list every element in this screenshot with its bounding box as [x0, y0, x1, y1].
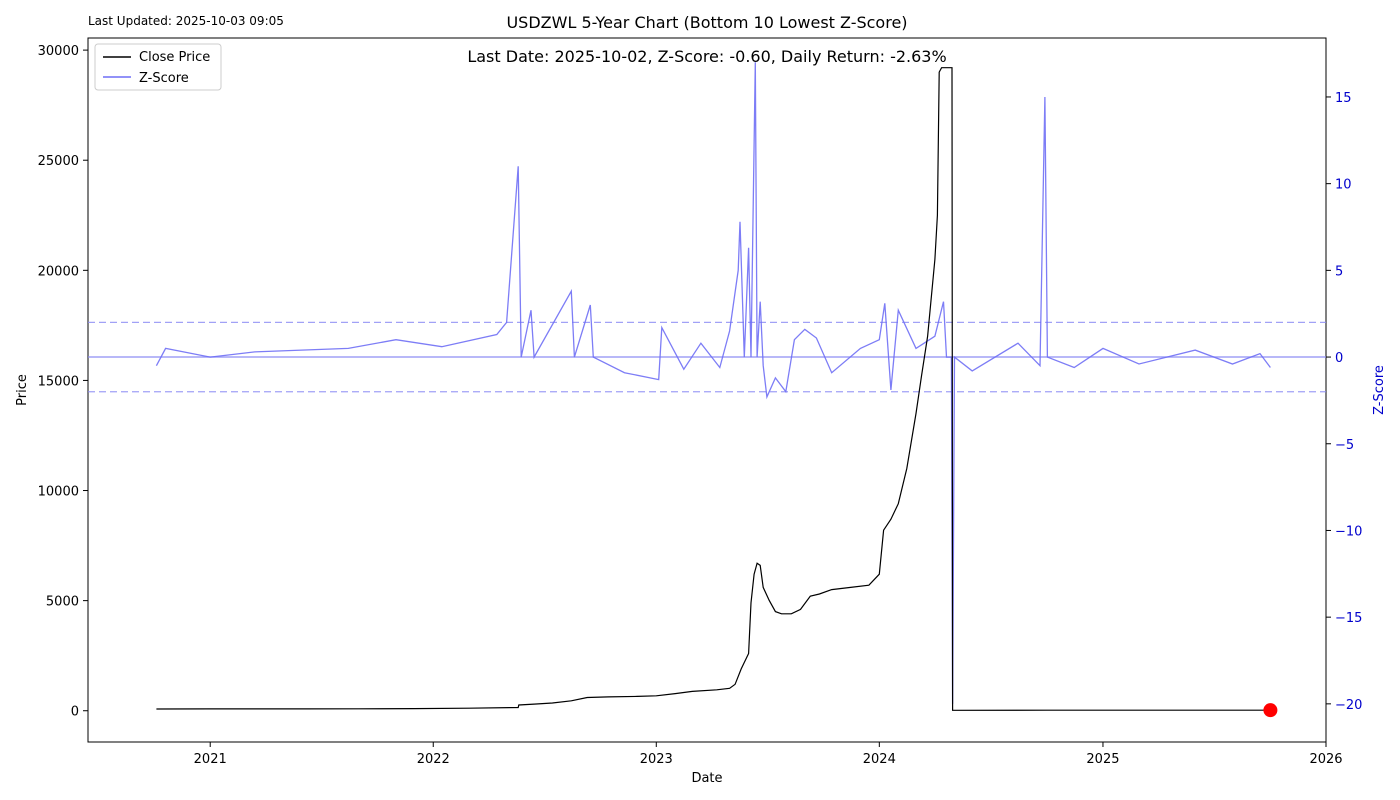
- chart-title: USDZWL 5-Year Chart (Bottom 10 Lowest Z-…: [506, 13, 907, 32]
- x-tick-label: 2023: [640, 752, 673, 767]
- y-tick-label: 25000: [38, 154, 79, 169]
- y-tick-label: 10000: [38, 485, 79, 500]
- y-tick-label: 20000: [38, 264, 79, 279]
- x-tick-label: 2021: [194, 752, 227, 767]
- y2-tick-label: 5: [1335, 264, 1343, 279]
- y-axis-label: Price: [15, 374, 30, 406]
- y-tick-label: 0: [71, 705, 79, 720]
- x-axis-label: Date: [691, 771, 722, 786]
- last-updated-label: Last Updated: 2025-10-03 09:05: [88, 14, 284, 28]
- last-point-marker: [1263, 703, 1278, 718]
- legend-label-price: Close Price: [139, 50, 210, 65]
- y-tick-label: 5000: [46, 595, 79, 610]
- y2-tick-label: −10: [1335, 524, 1362, 539]
- zscore-reference-lines: [88, 321, 1326, 393]
- chart-subtitle: Last Date: 2025-10-02, Z-Score: -0.60, D…: [467, 47, 946, 66]
- y-axis-ticks: 0 5000 10000 15000 20000 25000 30000: [38, 44, 88, 720]
- plot-area: [87, 37, 1327, 743]
- zscore-series: [155, 62, 1271, 704]
- y2-tick-label: 10: [1335, 178, 1352, 193]
- x-tick-label: 2025: [1086, 752, 1119, 767]
- price-series: [156, 67, 1271, 711]
- x-axis-ticks: 2021 2022 2023 2024 2025 2026: [194, 742, 1343, 767]
- last-point-layer: [1263, 703, 1278, 718]
- x-tick-label: 2026: [1309, 752, 1342, 767]
- zscore-line: [155, 62, 1271, 704]
- y-tick-label: 15000: [38, 374, 79, 389]
- legend-label-zscore: Z-Score: [139, 71, 189, 86]
- x-tick-label: 2022: [417, 752, 450, 767]
- x-tick-label: 2024: [863, 752, 896, 767]
- y2-axis-ticks: −20 −15 −10 −5 0 5 10 15: [1326, 91, 1362, 713]
- y2-tick-label: −20: [1335, 698, 1362, 713]
- y-tick-label: 30000: [38, 44, 79, 59]
- y2-tick-label: −5: [1335, 438, 1354, 453]
- y2-axis-label: Z-Score: [1372, 365, 1387, 415]
- y2-tick-label: 0: [1335, 351, 1343, 366]
- legend: Close Price Z-Score: [94, 43, 222, 91]
- legend-box: [94, 43, 222, 91]
- close-price-line: [156, 67, 1271, 711]
- y2-tick-label: −15: [1335, 611, 1362, 626]
- y2-tick-label: 15: [1335, 91, 1352, 106]
